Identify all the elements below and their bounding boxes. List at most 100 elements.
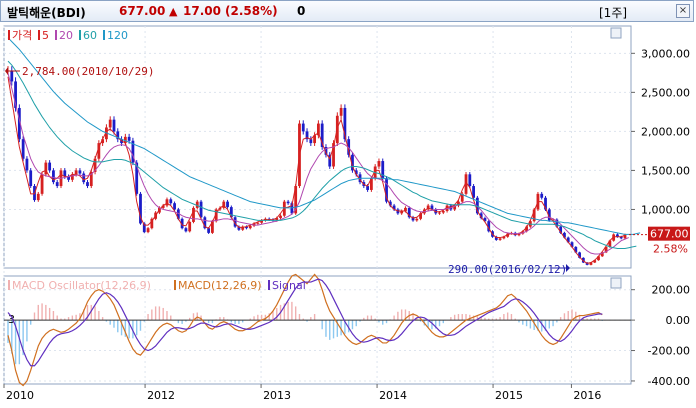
low-annotation: 290.00(2016/02/12) <box>448 263 567 276</box>
candle-body <box>165 199 169 206</box>
candle-body <box>97 143 101 159</box>
up-triangle-icon: ▲ <box>169 5 178 18</box>
candle-body <box>222 201 226 208</box>
y-tick-label: 2,000.00 <box>641 125 690 138</box>
candle-body <box>286 201 290 204</box>
candle-body <box>245 226 248 229</box>
y-tick-label: 200.00 <box>652 284 691 297</box>
candle-body <box>67 176 70 180</box>
candle-body <box>150 218 154 229</box>
candle-body <box>309 139 313 144</box>
candle-body <box>419 213 422 219</box>
candle-body <box>366 186 370 190</box>
candle-body <box>305 131 309 140</box>
candle-body <box>241 226 245 230</box>
candle-body <box>108 119 112 128</box>
legend-label: 5 <box>42 29 49 42</box>
candle-body <box>184 228 188 232</box>
candle-body <box>169 199 173 204</box>
candle-body <box>279 215 282 219</box>
candle-body <box>343 107 347 140</box>
signal-line <box>7 278 603 367</box>
ma120-line <box>7 37 641 235</box>
y-tick-label: 3,000.00 <box>641 47 690 60</box>
candle-body <box>146 228 150 233</box>
candle-body <box>173 203 176 210</box>
candle-body <box>559 226 563 233</box>
candle-body <box>203 217 207 229</box>
candle-body <box>328 154 332 167</box>
legend-swatch <box>79 30 81 40</box>
legend-label: Signal <box>272 279 306 292</box>
candle-body <box>525 226 528 232</box>
legend-label: 60 <box>83 29 97 42</box>
legend-label: 120 <box>107 29 128 42</box>
candle-body <box>10 70 14 82</box>
ma5-line <box>7 76 626 264</box>
candle-body <box>604 246 608 253</box>
candle-body <box>563 232 566 238</box>
candle-body <box>612 234 616 241</box>
period-selector[interactable]: [1주] <box>599 6 628 20</box>
candle-body <box>313 135 317 144</box>
candle-body <box>404 207 407 212</box>
candle-body <box>116 131 120 140</box>
candle-body <box>578 252 581 258</box>
candle-body <box>544 197 547 210</box>
candle-body <box>248 225 252 229</box>
chart-area[interactable]: 3,000.00 2,500.00 2,000.00 1,500.00 1,000.00… <box>0 22 696 408</box>
candle-body <box>101 139 105 144</box>
candle-body <box>93 158 97 172</box>
close-icon[interactable]: × <box>676 4 690 18</box>
y-tick-label: -400.00 <box>648 375 690 388</box>
x-tick-label: 2012 <box>147 389 175 402</box>
candle-body <box>211 221 214 233</box>
candle-body <box>400 211 404 214</box>
legend-swatch <box>174 280 176 290</box>
last-price-label: 677.00 <box>650 228 689 241</box>
candle-body <box>411 217 415 221</box>
candle-body <box>392 205 396 210</box>
y-tick-label: 2,500.00 <box>641 86 690 99</box>
candle-body <box>438 212 441 214</box>
candle-body <box>441 211 445 213</box>
candle-body <box>25 158 29 171</box>
candle-body <box>385 178 388 202</box>
candle-body <box>593 260 597 263</box>
legend-swatch <box>55 30 57 40</box>
candle-body <box>600 252 604 257</box>
x-tick-label: 2016 <box>573 389 601 402</box>
candle-body <box>123 136 127 144</box>
candle-body <box>502 236 506 239</box>
candle-body <box>294 186 298 214</box>
candle-body <box>161 205 165 208</box>
candle-body <box>63 170 67 177</box>
legend-label: MACD Oscillator(12,26,9) <box>12 279 151 292</box>
candle-body <box>547 209 551 221</box>
candle-body <box>369 178 373 190</box>
candle-body <box>89 171 93 187</box>
candle-body <box>180 218 184 229</box>
candle-body <box>388 201 392 206</box>
candle-body <box>464 174 468 194</box>
candle-body <box>52 170 55 183</box>
candle-body <box>207 228 211 233</box>
macd-panel <box>3 275 632 385</box>
zero-marker: 3 <box>8 313 15 326</box>
candle-body <box>195 201 199 208</box>
y-tick-label: 1,500.00 <box>641 164 690 177</box>
candle-body <box>74 170 78 175</box>
instrument-name: 발틱해운(BDI) <box>7 6 86 20</box>
candle-body <box>199 201 203 218</box>
candle-body <box>555 219 559 227</box>
candle-body <box>70 174 74 180</box>
legend-swatch <box>268 280 270 290</box>
candle-body <box>301 123 305 132</box>
candle-body <box>86 182 89 187</box>
y-tick-label: -200.00 <box>648 345 690 358</box>
candle-body <box>475 197 479 214</box>
candle-body <box>506 233 510 237</box>
candle-body <box>472 186 475 198</box>
candle-body <box>597 256 600 261</box>
legend-swatch <box>38 30 40 40</box>
